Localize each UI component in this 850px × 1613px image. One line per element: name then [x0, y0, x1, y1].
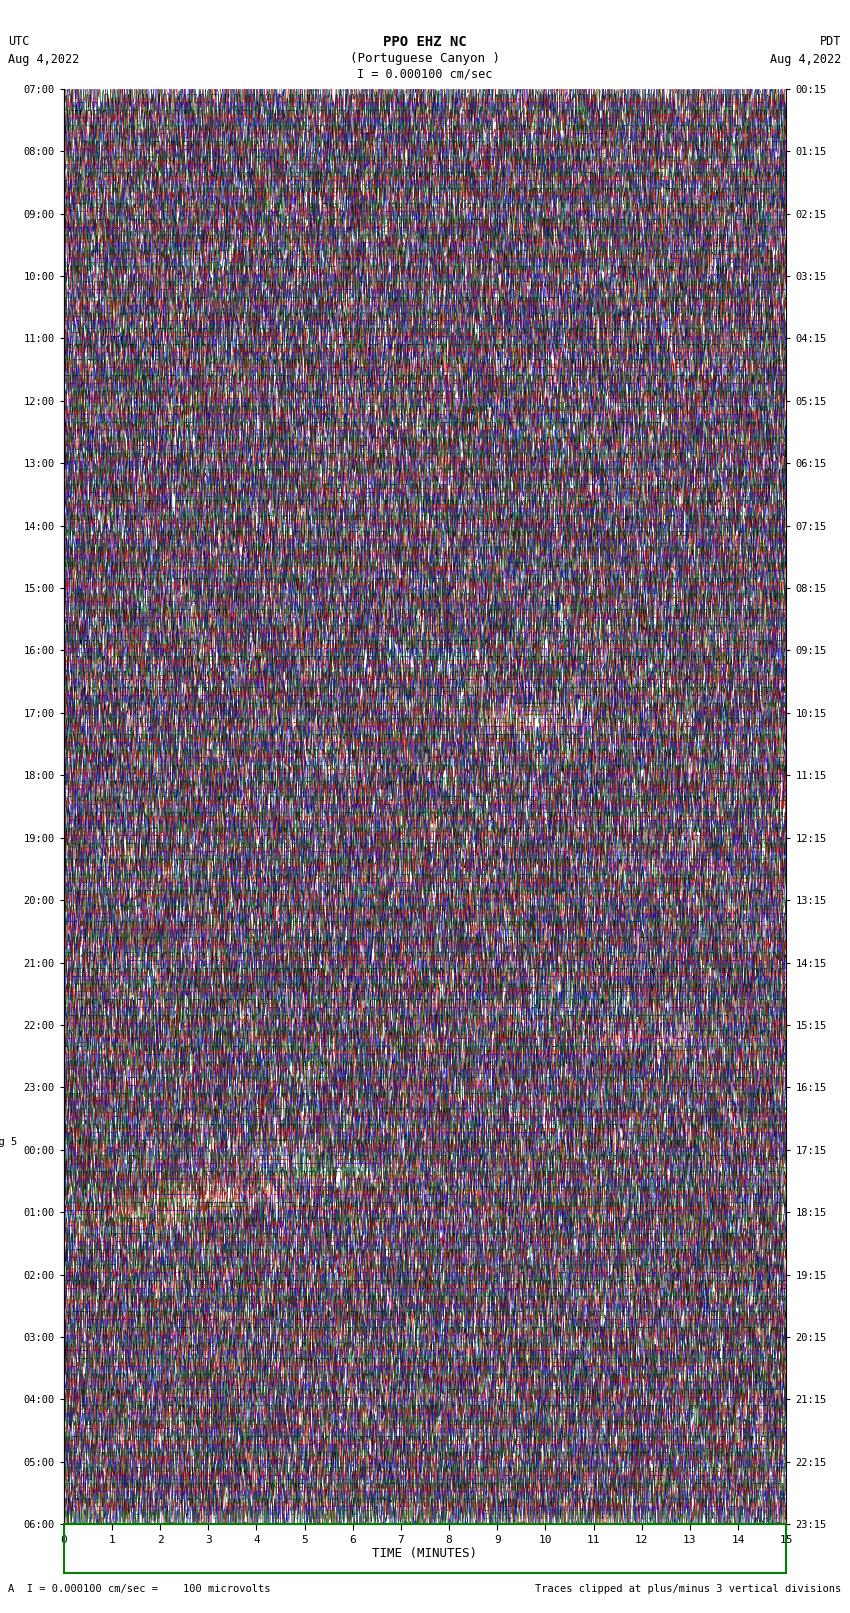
Text: Aug 4,2022: Aug 4,2022 [8, 53, 80, 66]
Text: I = 0.000100 cm/sec: I = 0.000100 cm/sec [357, 68, 493, 81]
Text: Traces clipped at plus/minus 3 vertical divisions: Traces clipped at plus/minus 3 vertical … [536, 1584, 842, 1594]
Text: (Portuguese Canyon ): (Portuguese Canyon ) [350, 52, 500, 65]
Text: Aug 4,2022: Aug 4,2022 [770, 53, 842, 66]
Text: PPO EHZ NC: PPO EHZ NC [383, 35, 467, 50]
X-axis label: TIME (MINUTES): TIME (MINUTES) [372, 1547, 478, 1560]
Text: PDT: PDT [820, 35, 842, 48]
Text: A  I = 0.000100 cm/sec =    100 microvolts: A I = 0.000100 cm/sec = 100 microvolts [8, 1584, 271, 1594]
Text: Aug 5: Aug 5 [0, 1137, 17, 1147]
Text: UTC: UTC [8, 35, 30, 48]
